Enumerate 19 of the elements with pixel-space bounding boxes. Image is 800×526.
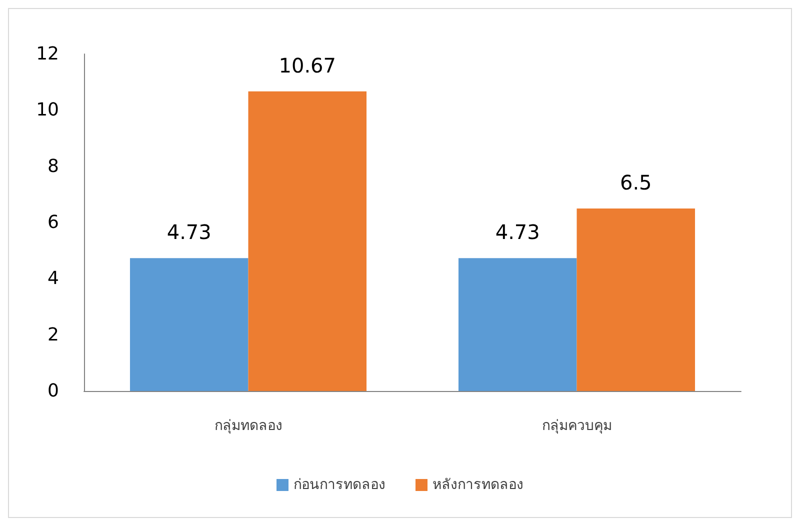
bar bbox=[130, 258, 248, 391]
data-label: 6.5 bbox=[620, 170, 652, 194]
y-tick-label: 8 bbox=[48, 156, 59, 177]
x-tick-label: กลุ่มทดลอง bbox=[214, 418, 282, 434]
legend-label: หลังการทดลอง bbox=[432, 477, 524, 493]
y-tick-label: 6 bbox=[48, 212, 59, 233]
y-tick-label: 0 bbox=[48, 380, 59, 402]
y-tick-label: 2 bbox=[48, 324, 59, 346]
bar bbox=[458, 258, 577, 391]
bar bbox=[248, 91, 367, 391]
y-tick-label: 4 bbox=[48, 268, 59, 290]
data-label: 4.73 bbox=[495, 220, 540, 244]
legend-label: ก่อนการทดลอง bbox=[294, 477, 386, 493]
data-label: 10.67 bbox=[278, 53, 336, 78]
bar bbox=[576, 208, 696, 391]
y-tick-label: 10 bbox=[36, 100, 59, 121]
data-label: 4.73 bbox=[166, 220, 212, 244]
x-tick-label: กลุ่มควบคุม bbox=[542, 418, 612, 434]
y-tick-label: 12 bbox=[36, 44, 59, 64]
